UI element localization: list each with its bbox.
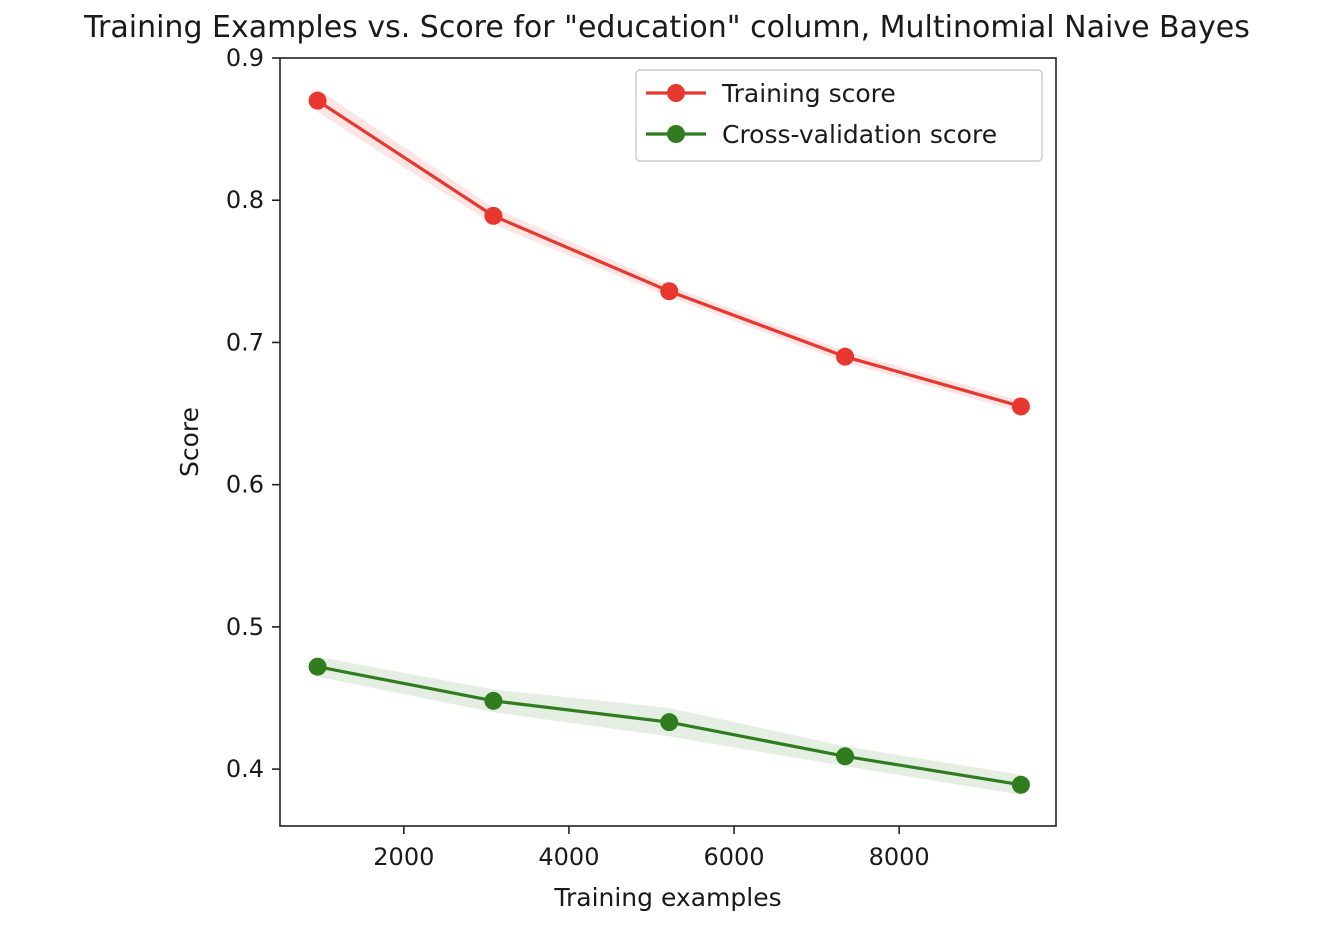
- chart-title: Training Examples vs. Score for "educati…: [83, 10, 1250, 45]
- x-tick-label-2: 6000: [704, 843, 765, 871]
- legend-marker-1: [667, 125, 685, 143]
- y-tick-label-0: 0.4: [226, 755, 264, 783]
- series-0-point-3: [836, 347, 855, 366]
- series-1-point-4: [1011, 775, 1030, 794]
- y-axis-label: Score: [175, 407, 204, 477]
- plot-area-frame: [279, 57, 1057, 827]
- x-tick-label-1: 4000: [538, 843, 599, 871]
- series-0-point-4: [1011, 397, 1030, 416]
- series-0-point-1: [484, 206, 503, 225]
- legend-entries: Training score Cross-validation score: [646, 79, 997, 149]
- confidence-bands: [317, 89, 1021, 795]
- legend-label-0: Training score: [721, 79, 896, 108]
- x-axis-ticks: 2000 4000 6000 8000: [373, 826, 930, 871]
- series-0-point-2: [660, 282, 679, 301]
- series-0-point-0: [308, 91, 327, 110]
- legend-box: [635, 69, 1043, 162]
- y-tick-label-2: 0.6: [226, 471, 264, 499]
- x-axis-label: Training examples: [553, 883, 781, 912]
- series-1-point-3: [836, 747, 855, 766]
- y-tick-label-3: 0.7: [226, 328, 264, 356]
- x-tick-label-0: 2000: [373, 843, 434, 871]
- y-tick-label-1: 0.5: [226, 613, 264, 641]
- series-1-point-0: [308, 657, 327, 676]
- y-axis-ticks: 0.4 0.5 0.6 0.7 0.8 0.9: [226, 44, 280, 783]
- legend: Training score Cross-validation score: [635, 69, 1043, 162]
- y-tick-label-5: 0.9: [226, 44, 264, 72]
- series-1-point-1: [484, 691, 503, 710]
- series-1-point-2: [660, 713, 679, 732]
- series-points: [308, 91, 1030, 794]
- legend-label-1: Cross-validation score: [722, 120, 997, 149]
- x-tick-label-3: 8000: [869, 843, 930, 871]
- y-tick-label-4: 0.8: [226, 186, 264, 214]
- legend-marker-0: [667, 84, 685, 102]
